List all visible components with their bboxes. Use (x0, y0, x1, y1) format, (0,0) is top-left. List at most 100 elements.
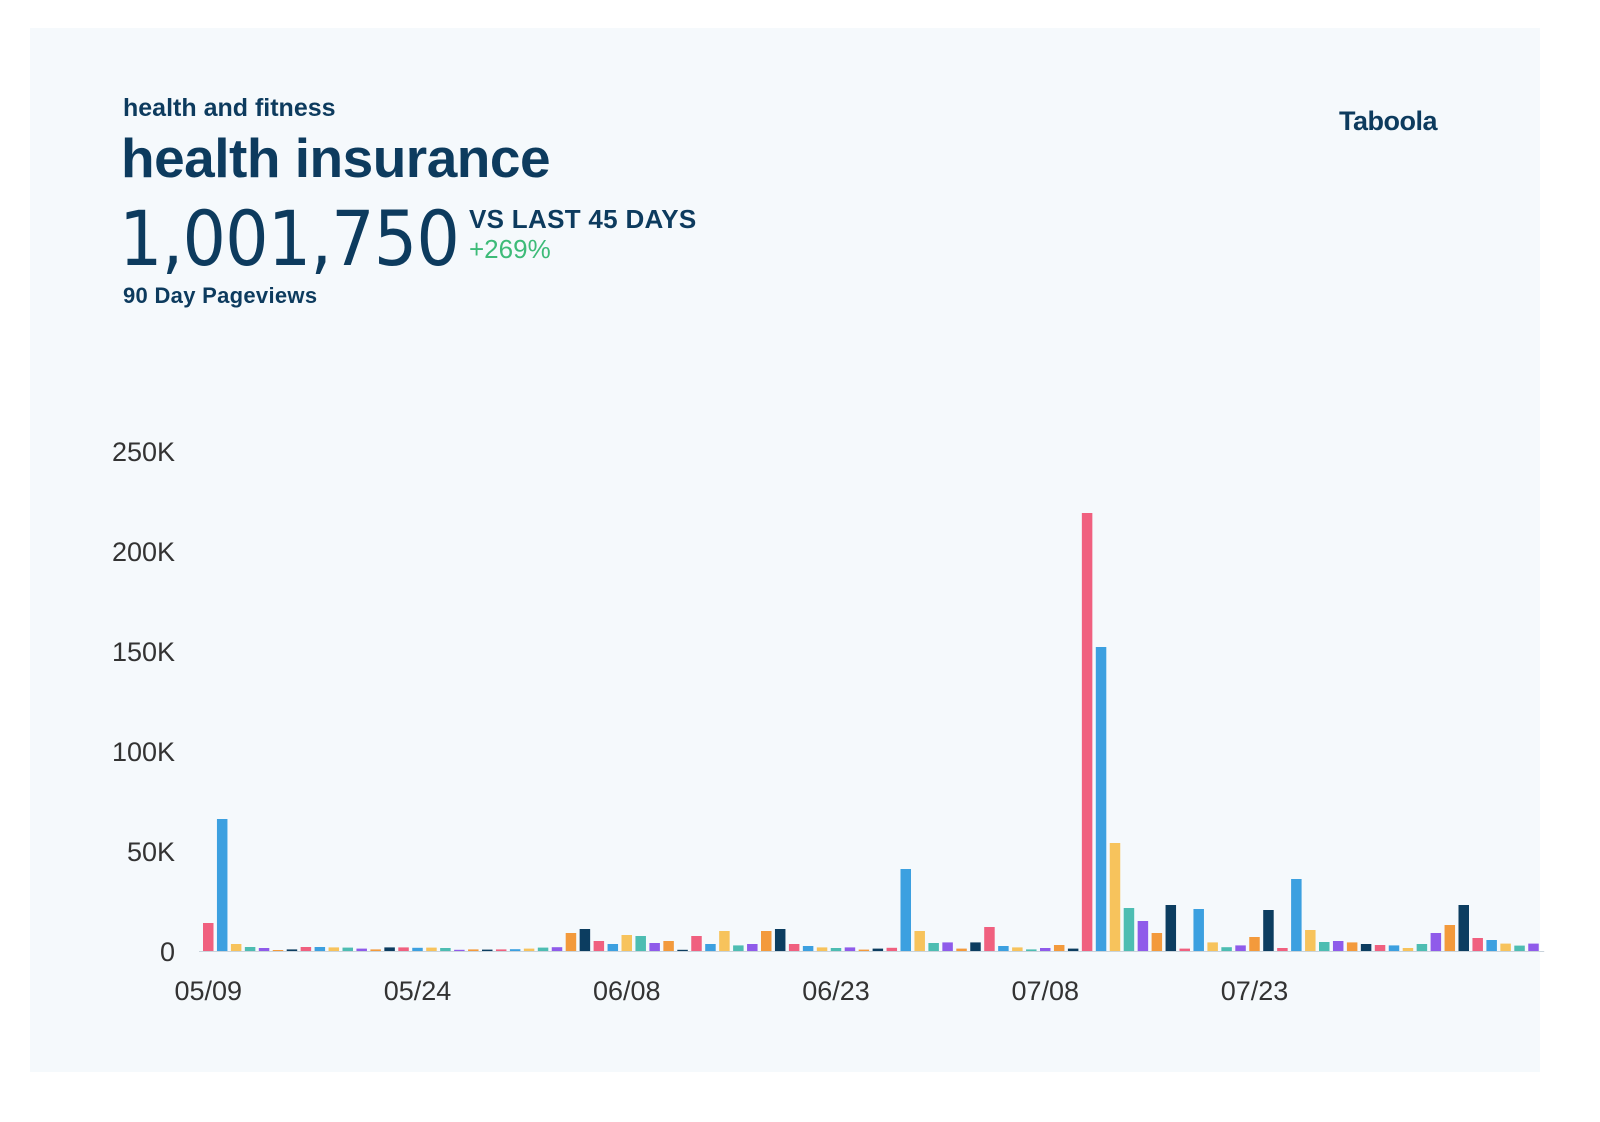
bar-10 (342, 947, 353, 951)
bar-75 (1249, 937, 1260, 951)
bar-57 (998, 946, 1009, 951)
topic-title: health insurance (121, 127, 551, 189)
bar-58 (1012, 947, 1023, 951)
bar-28 (593, 941, 605, 951)
bar-70 (1179, 948, 1190, 951)
bar-46 (844, 947, 856, 951)
change-percent: +269% (469, 234, 551, 264)
bar-95 (1528, 943, 1539, 951)
bar-6 (286, 949, 298, 951)
bar-7 (300, 947, 312, 951)
bar-74 (1235, 945, 1246, 951)
bar-5 (272, 950, 284, 951)
bar-77 (1277, 948, 1288, 951)
bar-81 (1332, 941, 1344, 951)
bar-51 (914, 931, 925, 951)
bar-52 (928, 943, 939, 951)
bar-43 (802, 946, 814, 951)
total-pageviews: 1,001,750 (119, 194, 460, 283)
bar-79 (1305, 930, 1316, 951)
bar-80 (1319, 942, 1330, 951)
bar-18 (454, 949, 465, 951)
bar-63 (1081, 513, 1093, 951)
bar-3 (244, 947, 256, 951)
bar-42 (788, 944, 800, 951)
y-tick-label-2: 100K (112, 737, 175, 767)
bar-82 (1346, 942, 1358, 951)
x-tick-label-1: 05/24 (384, 976, 452, 1006)
bar-25 (551, 947, 563, 951)
bar-13 (384, 947, 395, 951)
bar-89 (1444, 925, 1456, 951)
bar-0 (203, 923, 214, 951)
bar-60 (1040, 948, 1051, 951)
bar-71 (1193, 909, 1204, 951)
bar-23 (523, 948, 535, 951)
bar-15 (412, 947, 423, 951)
bar-30 (621, 935, 632, 951)
bar-59 (1026, 949, 1037, 951)
bar-92 (1486, 940, 1497, 951)
bar-39 (747, 944, 758, 951)
bar-54 (956, 948, 967, 951)
pageviews-sublabel: 90 Day Pageviews (123, 283, 318, 308)
bar-27 (579, 929, 591, 951)
x-tick-label-4: 07/08 (1011, 976, 1079, 1006)
y-tick-label-5: 250K (112, 437, 175, 467)
x-tick-label-5: 07/23 (1221, 976, 1289, 1006)
bar-56 (984, 927, 995, 951)
bar-87 (1416, 944, 1428, 951)
bar-91 (1472, 938, 1483, 951)
bar-40 (761, 931, 772, 951)
bar-24 (537, 947, 549, 951)
bar-84 (1374, 945, 1386, 951)
bar-29 (607, 944, 619, 951)
bar-49 (886, 947, 898, 951)
y-tick-label-3: 150K (112, 637, 175, 667)
bar-21 (495, 949, 507, 951)
x-tick-label-2: 06/08 (593, 976, 661, 1006)
x-tick-label-3: 06/23 (802, 976, 870, 1006)
bar-9 (328, 947, 340, 951)
chart-card (30, 28, 1540, 1072)
x-axis: 05/09 05/24 06/08 06/23 07/08 07/23 (174, 976, 1288, 1006)
bar-48 (872, 948, 884, 951)
bar-20 (482, 949, 493, 951)
bar-14 (398, 947, 409, 951)
category-label: health and fitness (123, 94, 336, 122)
bar-69 (1165, 905, 1177, 951)
bar-88 (1430, 933, 1442, 951)
bar-94 (1514, 945, 1525, 951)
bar-72 (1207, 942, 1218, 951)
bar-2 (230, 944, 242, 951)
bar-61 (1053, 945, 1065, 951)
bar-8 (314, 947, 326, 951)
x-tick-label-0: 05/09 (174, 976, 242, 1006)
bar-4 (258, 948, 270, 951)
bar-32 (649, 943, 660, 951)
bar-37 (719, 931, 730, 951)
bar-1 (216, 819, 228, 951)
bar-31 (635, 936, 646, 951)
bar-83 (1360, 944, 1372, 951)
bar-38 (733, 945, 744, 951)
bars (203, 513, 1539, 951)
bar-53 (942, 942, 953, 951)
bar-34 (677, 949, 688, 951)
bar-45 (830, 948, 842, 951)
bar-76 (1263, 910, 1274, 951)
bar-90 (1458, 905, 1469, 951)
bar-62 (1067, 948, 1079, 951)
bar-64 (1095, 647, 1107, 951)
y-tick-label-0: 0 (160, 937, 175, 967)
bar-55 (970, 942, 981, 951)
bar-41 (774, 929, 786, 951)
bar-26 (565, 933, 577, 951)
bar-47 (858, 949, 870, 951)
bar-36 (705, 944, 716, 951)
y-axis: 0 50K 100K 150K 200K 250K (112, 437, 175, 967)
y-tick-label-4: 200K (112, 537, 175, 567)
bar-66 (1123, 908, 1135, 951)
bar-85 (1388, 945, 1400, 951)
